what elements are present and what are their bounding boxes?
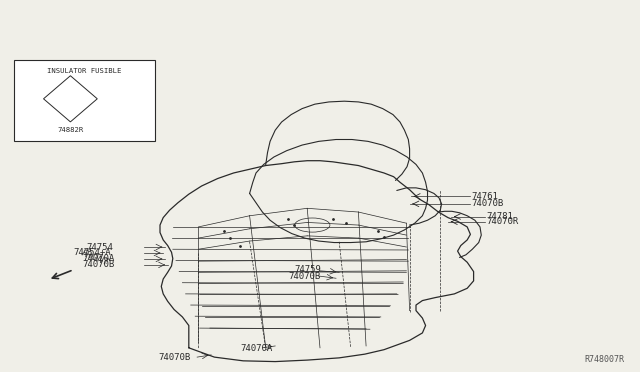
Text: 74754+A: 74754+A — [74, 248, 111, 257]
Text: 74070B: 74070B — [82, 260, 114, 269]
Text: FRONT: FRONT — [80, 249, 110, 268]
Text: 74070A: 74070A — [82, 254, 114, 263]
Text: INSULATOR FUSIBLE: INSULATOR FUSIBLE — [47, 68, 122, 74]
Bar — [14, 60, 155, 141]
Text: 74070B: 74070B — [288, 272, 320, 280]
Text: 74070R: 74070R — [486, 217, 518, 226]
Text: 74070B: 74070B — [472, 199, 504, 208]
Text: 74882R: 74882R — [57, 127, 84, 133]
Text: 74759: 74759 — [294, 265, 321, 274]
Text: R748007R: R748007R — [584, 355, 624, 364]
Text: 74070B: 74070B — [159, 353, 191, 362]
Text: 74761: 74761 — [472, 192, 499, 201]
Text: 74070A: 74070A — [240, 344, 272, 353]
Text: 74754: 74754 — [86, 243, 113, 251]
Text: 74781: 74781 — [486, 212, 513, 221]
